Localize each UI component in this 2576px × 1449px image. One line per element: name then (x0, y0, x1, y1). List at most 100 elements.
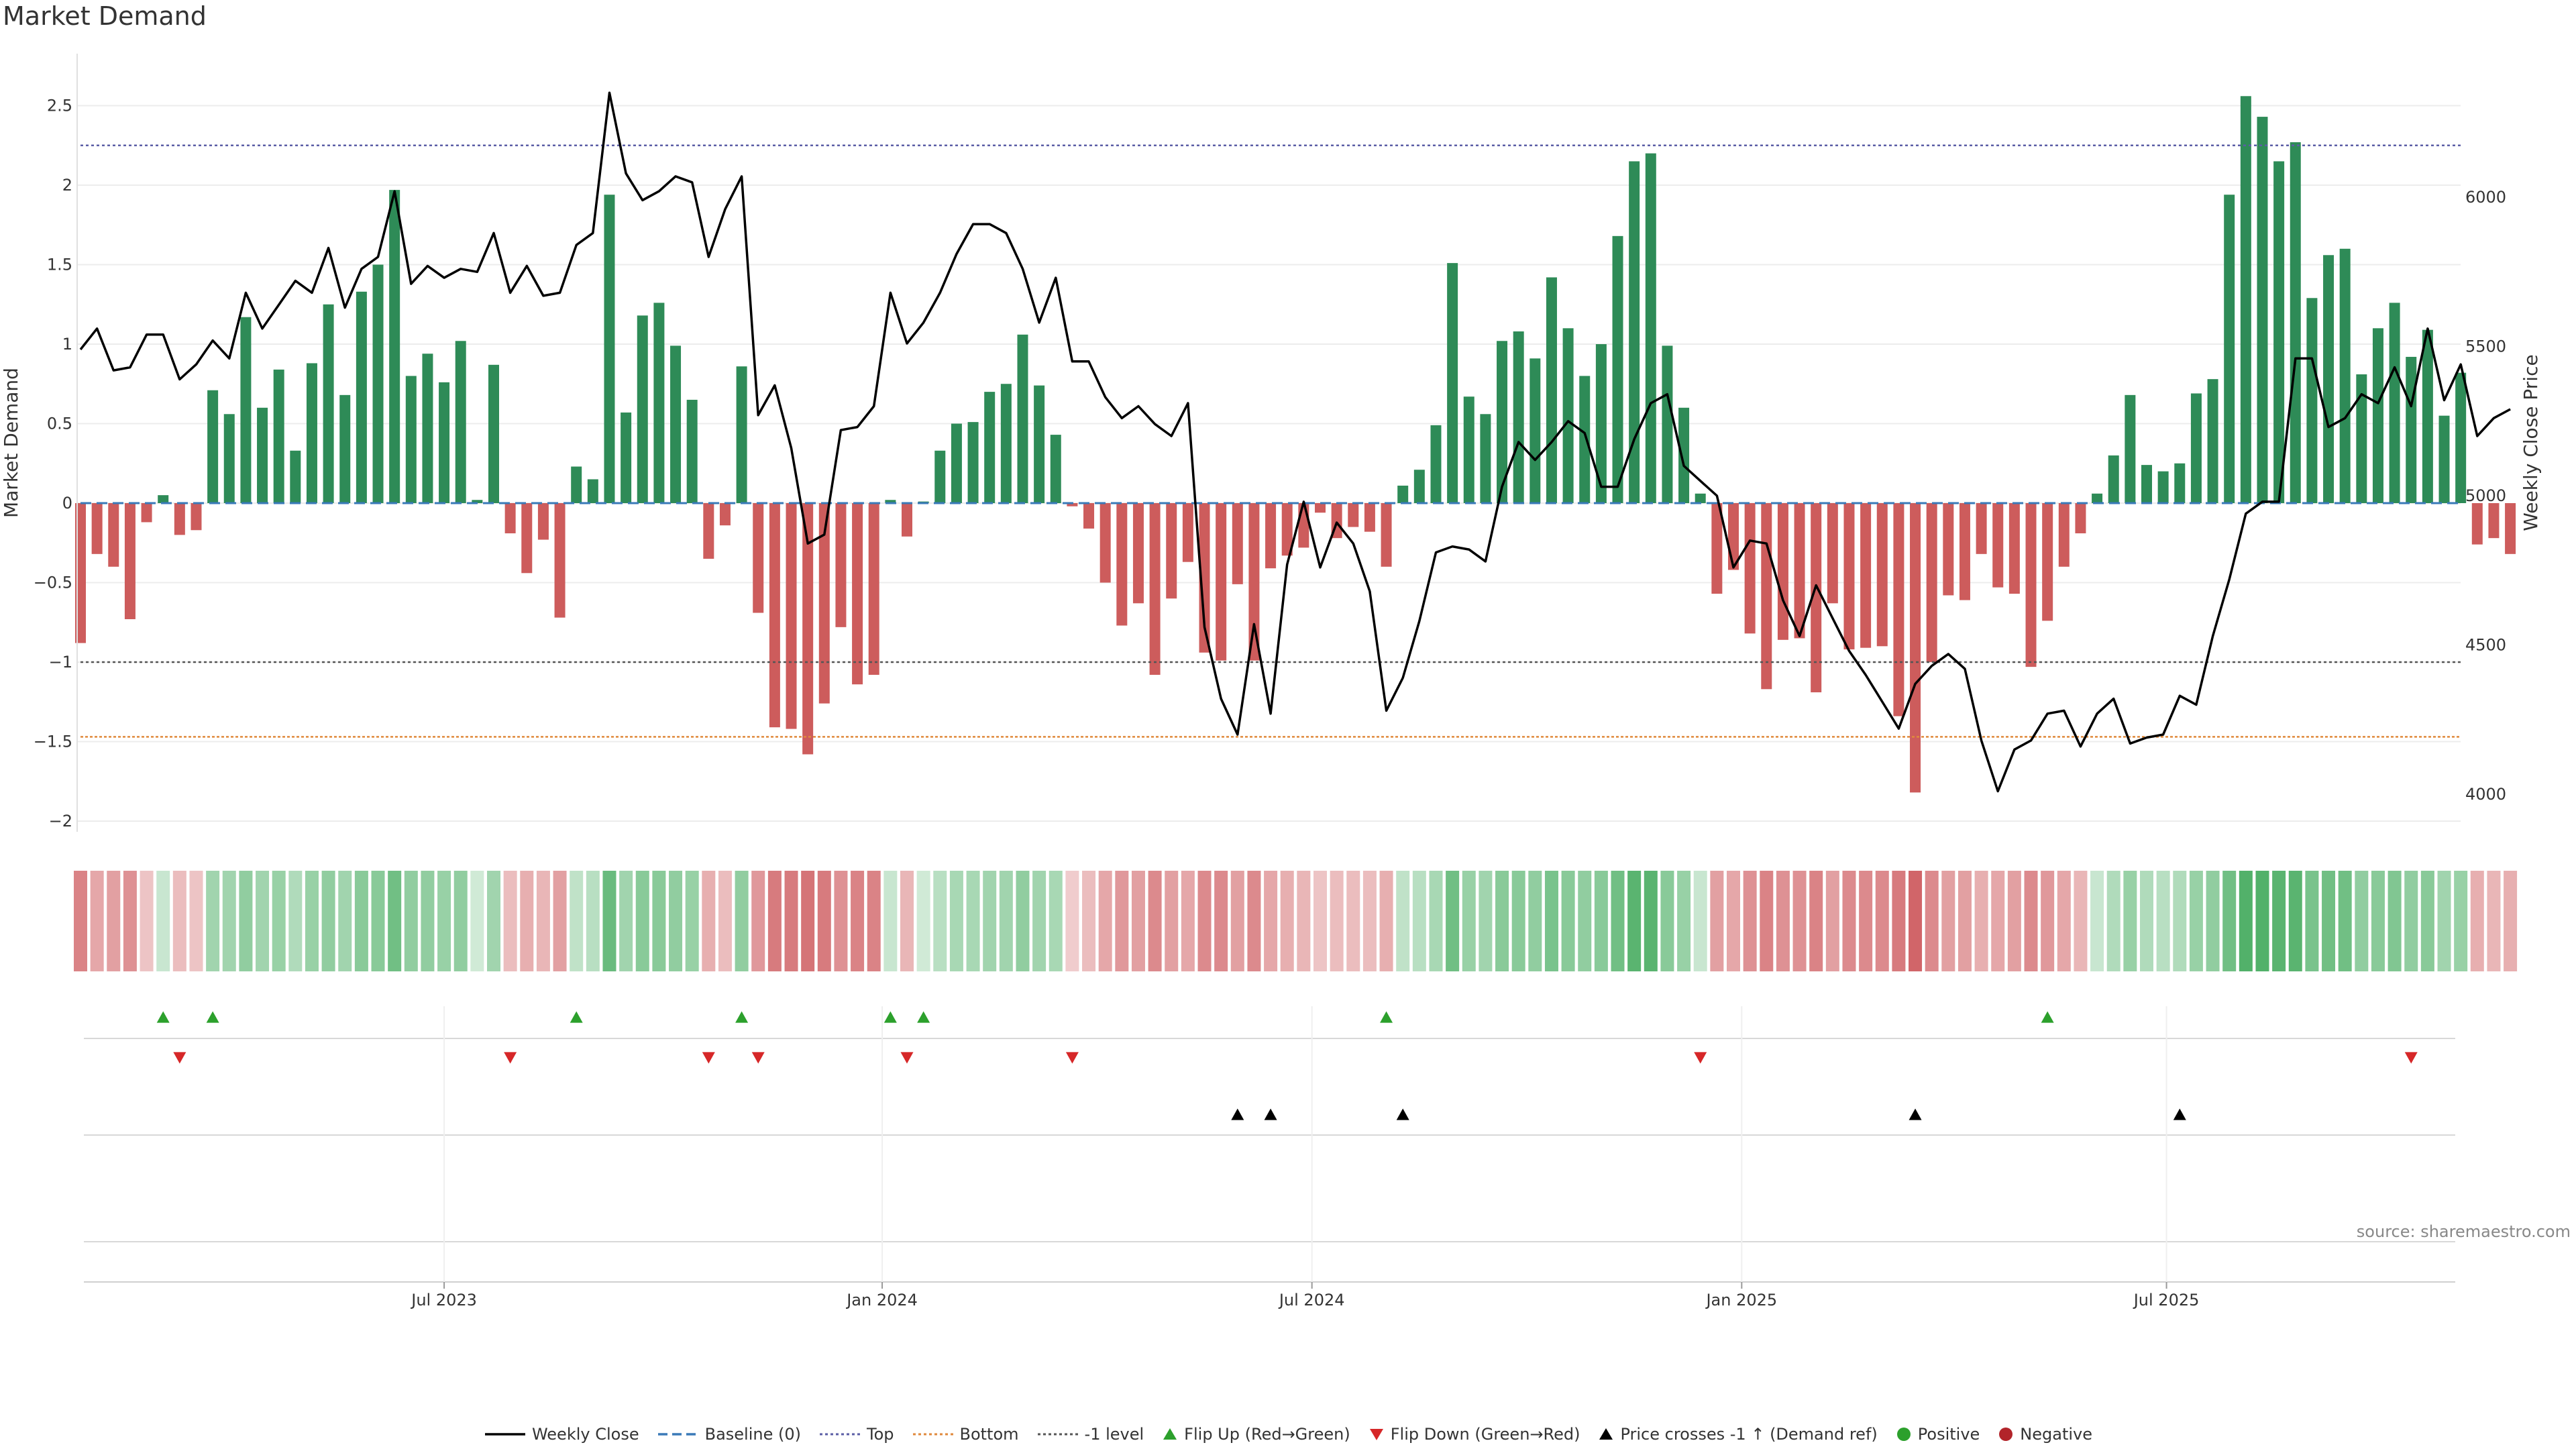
demand-strip-cell (1660, 871, 1674, 971)
demand-bar (2339, 248, 2351, 503)
demand-strip-cell (949, 871, 963, 971)
demand-strip-cell (1247, 871, 1261, 971)
demand-bar (290, 450, 301, 503)
demand-strip-cell (1280, 871, 1294, 971)
demand-strip (74, 871, 2518, 971)
demand-bar (1529, 358, 1541, 503)
demand-bar (2075, 503, 2086, 534)
demand-strip-cell (1346, 871, 1360, 971)
demand-strip-cell (2322, 871, 2336, 971)
demand-strip-cell (916, 871, 930, 971)
demand-strip-cell (107, 871, 121, 971)
demand-strip-cell (371, 871, 385, 971)
legend-item-top: Top (818, 1425, 894, 1444)
demand-bar (1430, 425, 1442, 503)
demand-strip-cell (1065, 871, 1079, 971)
demand-strip-cell (834, 871, 848, 971)
demand-bar (2174, 463, 2186, 503)
legend-label: Price crosses -1 ↑ (Demand ref) (1620, 1425, 1878, 1444)
demand-bar (2240, 96, 2251, 503)
demand-bar (1463, 396, 1474, 503)
demand-strip-cell (1462, 871, 1476, 971)
demand-strip-cell (189, 871, 203, 971)
demand-strip-cell (1561, 871, 1575, 971)
grid-layer (77, 105, 2461, 822)
legend-swatch-top (820, 1433, 860, 1436)
legend-marker (1369, 1429, 1383, 1440)
demand-strip-cell (321, 871, 335, 971)
demand-strip-cell (1495, 871, 1509, 971)
demand-bar (2190, 393, 2202, 503)
y2-tick-label: 5000 (2465, 486, 2506, 505)
weekly-close-line (79, 91, 2511, 793)
demand-bar (2141, 465, 2152, 503)
legend-label: Flip Down (Green→Red) (1390, 1425, 1580, 1444)
demand-bar (786, 503, 797, 729)
y-tick-label: 2.5 (47, 97, 72, 115)
demand-strip-cell (1082, 871, 1096, 971)
demand-bar (240, 317, 252, 503)
y-tick-label: 1 (62, 335, 72, 354)
demand-bar (1034, 385, 1045, 503)
demand-strip-cell (966, 871, 980, 971)
demand-bar (1843, 503, 1855, 650)
demand-bar (1811, 503, 1822, 693)
flip-up-marker (735, 1011, 749, 1023)
demand-bar (1876, 503, 1888, 647)
demand-strip-cell (817, 871, 831, 971)
demand-strip-cell (1016, 871, 1030, 971)
demand-strip-cell (1743, 871, 1757, 971)
demand-strip-cell (2041, 871, 2055, 971)
demand-bar (2025, 503, 2037, 667)
demand-bar (1612, 235, 1623, 503)
y-tick-label: −2 (49, 812, 72, 830)
legend-item-bottom: Bottom (912, 1425, 1019, 1444)
demand-bar (537, 503, 549, 540)
demand-bar (257, 407, 268, 503)
legend-label: Negative (2020, 1425, 2093, 1444)
demand-strip-cell (751, 871, 765, 971)
demand-strip-cell (718, 871, 732, 971)
demand-strip-cell (2504, 871, 2518, 971)
demand-bar (1199, 503, 1210, 653)
demand-strip-cell (1925, 871, 1939, 971)
demand-strip-cell (652, 871, 666, 971)
demand-strip-cell (1479, 871, 1493, 971)
demand-strip-cell (586, 871, 600, 971)
demand-strip-cell (503, 871, 517, 971)
demand-bar (1827, 503, 1838, 604)
demand-bar (405, 376, 417, 503)
demand-bar (207, 390, 219, 503)
reference-lines (80, 144, 2461, 738)
demand-strip-cell (2173, 871, 2187, 971)
demand-bar (1629, 161, 1640, 503)
legend-marker (1599, 1428, 1613, 1440)
demand-bar (2389, 303, 2400, 503)
demand-bar (158, 495, 169, 503)
demand-strip-cell (256, 871, 270, 971)
demand-strip-cell (1330, 871, 1344, 971)
y2-axis-title: Weekly Close Price (2520, 354, 2542, 531)
flip-up-marker (156, 1011, 170, 1023)
demand-strip-cell (272, 871, 286, 971)
demand-bar (1678, 407, 1690, 503)
demand-bar (2108, 455, 2119, 503)
demand-strip-cell (1611, 871, 1625, 971)
demand-bar (1265, 503, 1277, 569)
legend-item-negative: Negative (1997, 1425, 2092, 1444)
legend-label: Weekly Close (531, 1425, 639, 1444)
demand-bar (1959, 503, 1970, 600)
demand-bar (686, 399, 698, 503)
demand-strip-cell (669, 871, 683, 971)
demand-strip-cell (1396, 871, 1410, 971)
demand-bar (1232, 503, 1243, 584)
demand-bar (472, 500, 483, 503)
legend-label: Top (867, 1425, 894, 1444)
demand-strip-cell (1313, 871, 1327, 971)
demand-bar (1943, 503, 1954, 596)
demand-bar (1794, 503, 1805, 639)
demand-bar (488, 364, 499, 503)
legend-label: Baseline (0) (704, 1425, 801, 1444)
legend-label: -1 level (1084, 1425, 1144, 1444)
demand-bar (1149, 503, 1161, 675)
